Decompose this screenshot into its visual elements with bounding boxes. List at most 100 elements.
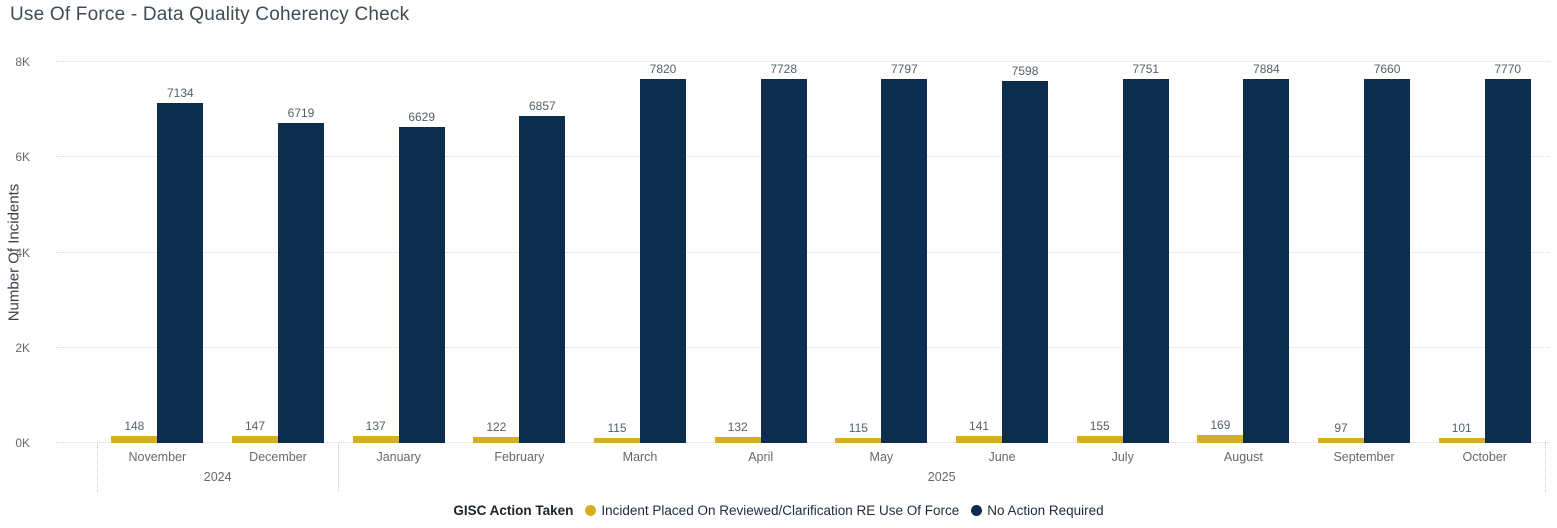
month-label-april: April [748, 450, 774, 464]
bar-value-label: 6719 [287, 106, 315, 121]
y-tick-label-2K: 2K [15, 340, 30, 355]
bar-no-action[interactable] [1364, 79, 1411, 443]
bar-value-label: 137 [365, 419, 386, 434]
month-label-august: August [1223, 450, 1263, 464]
bar-value-label: 7884 [1253, 62, 1280, 76]
bar-reviewed[interactable] [1076, 435, 1123, 443]
bar-wrap: 6629 [398, 62, 445, 443]
bar-group-december: 147 6719 [218, 62, 339, 443]
x-axis-year-labels: 2024 2025 [97, 470, 1545, 486]
bar-value-label: 148 [124, 418, 145, 433]
bar-value-label: 6629 [408, 110, 436, 125]
bar-no-action[interactable] [1243, 79, 1290, 443]
bar-value-label: 169 [1210, 417, 1231, 432]
bar-wrap: 122 [473, 62, 520, 443]
bar-no-action[interactable] [640, 79, 687, 443]
bar-wrap: 115 [835, 62, 882, 443]
bar-group-october: 101 7770 [1424, 62, 1545, 443]
bar-value-label: 7598 [1011, 64, 1039, 79]
y-tick-label-4K: 4K [15, 245, 30, 260]
month-label-october: October [1462, 450, 1507, 464]
bar-wrap: 132 [714, 62, 761, 443]
legend-item-label: No Action Required [987, 503, 1104, 518]
bar-reviewed[interactable] [1318, 438, 1365, 443]
bar-reviewed[interactable] [352, 436, 399, 443]
bar-group-may: 115 7797 [821, 62, 942, 443]
month-label-january: January [376, 450, 421, 464]
bar-wrap: 169 [1197, 62, 1244, 443]
month-label-july: July [1111, 450, 1134, 464]
y-tick-label-0K: 0K [15, 436, 30, 450]
bar-groups: 148 7134 147 6719 137 6629 122 6857 115 7820 132 77… [97, 62, 1545, 443]
x-axis-month-labels: November December January February March Apri… [97, 450, 1545, 464]
bar-group-february: 122 6857 [459, 62, 580, 443]
y-tick-label-6K: 6K [15, 150, 30, 165]
bar-no-action[interactable] [157, 103, 204, 443]
bar-no-action[interactable] [1122, 79, 1169, 443]
bar-wrap: 141 [956, 62, 1003, 443]
bar-no-action[interactable] [1484, 79, 1531, 443]
bar-group-july: 155 7751 [1062, 62, 1183, 443]
bar-value-label: 7820 [649, 62, 677, 76]
bar-value-label: 132 [727, 419, 748, 434]
legend-swatch-icon [585, 505, 597, 516]
gridline-8K [56, 61, 1550, 62]
month-label-december: December [249, 450, 307, 464]
y-tick-label-8K: 8K [15, 55, 30, 69]
bar-no-action[interactable] [760, 79, 807, 443]
month-label-february: February [494, 450, 545, 464]
bar-no-action[interactable] [519, 116, 566, 443]
year-separator [338, 443, 340, 492]
bar-wrap: 148 [111, 62, 158, 443]
bar-no-action[interactable] [1002, 81, 1049, 443]
bar-wrap: 6719 [278, 62, 324, 443]
year-label-2025: 2025 [927, 470, 956, 484]
bar-group-march: 115 7820 [580, 62, 701, 443]
bar-value-label: 6857 [528, 99, 556, 114]
bar-value-label: 115 [848, 420, 868, 435]
bar-reviewed[interactable] [956, 436, 1003, 443]
bar-group-september: 97 7660 [1304, 62, 1425, 443]
bar-value-label: 7660 [1373, 62, 1401, 76]
bar-reviewed[interactable] [594, 437, 641, 443]
bar-reviewed[interactable] [714, 436, 761, 443]
bar-wrap: 7770 [1484, 62, 1531, 443]
bar-wrap: 7820 [640, 62, 687, 443]
legend-title: GISC Action Taken [453, 503, 574, 518]
bar-value-label: 147 [244, 419, 266, 433]
bar-group-june: 141 7598 [942, 62, 1063, 443]
bar-wrap: 115 [594, 62, 641, 443]
bar-wrap: 137 [352, 62, 399, 443]
bar-wrap: 7884 [1243, 62, 1290, 443]
bar-wrap: 7797 [881, 62, 928, 443]
bar-wrap: 101 [1438, 62, 1485, 443]
bar-wrap: 7598 [1002, 62, 1049, 443]
bar-reviewed[interactable] [1197, 434, 1244, 443]
chart-title: Use Of Force - Data Quality Coherency Ch… [10, 4, 410, 25]
bar-value-label: 7797 [891, 62, 918, 76]
bar-no-action[interactable] [398, 127, 445, 443]
month-label-november: November [128, 450, 187, 464]
bar-no-action[interactable] [881, 79, 928, 443]
legend-item-no-action[interactable]: No Action Required [971, 503, 1104, 518]
bar-reviewed[interactable] [835, 437, 882, 443]
bar-reviewed[interactable] [473, 437, 520, 443]
bar-reviewed[interactable] [1438, 438, 1485, 443]
month-label-june: June [988, 450, 1016, 464]
year-separator [1545, 443, 1546, 492]
bar-reviewed[interactable] [111, 435, 158, 443]
year-separators [97, 443, 1546, 492]
bar-value-label: 97 [1334, 421, 1348, 436]
bar-wrap: 155 [1076, 62, 1123, 443]
bar-value-label: 7751 [1132, 62, 1160, 76]
legend: GISC Action Taken Incident Placed On Rev… [0, 503, 1557, 518]
bar-value-label: 141 [969, 419, 990, 434]
month-label-september: September [1333, 450, 1395, 464]
bar-wrap: 97 [1318, 62, 1365, 443]
bar-reviewed[interactable] [232, 436, 278, 443]
year-label-2024: 2024 [203, 470, 232, 484]
legend-item-reviewed[interactable]: Incident Placed On Reviewed/Clarificatio… [585, 503, 959, 518]
bar-no-action[interactable] [278, 123, 324, 443]
bar-group-april: 132 7728 [700, 62, 821, 443]
